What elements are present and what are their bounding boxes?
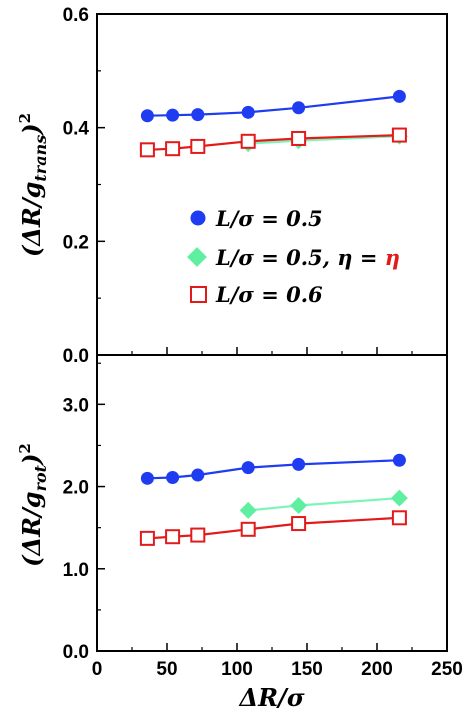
bottom-series-0-point-1 (166, 471, 180, 485)
bottom-series-2-line (147, 516, 400, 540)
legend-label-2-prefix: L/σ = 0.5, η = (215, 245, 385, 270)
top-series-2-point-5 (391, 127, 407, 143)
legend-marker-green-diamond (187, 247, 207, 267)
top-series-2-point-1 (165, 141, 181, 157)
bottom-y-axis-title: (ΔR/grot)2 (16, 443, 50, 567)
bottom-series-0-point-5 (392, 453, 406, 467)
top-y-axis-title: (ΔR/gtrans)2 (16, 113, 50, 257)
legend-marker-blue-circle (190, 210, 206, 226)
top-panel-ticks: 0.0 0.2 0.4 0.6 (63, 5, 448, 367)
top-ytick-label-0: 0.0 (63, 346, 89, 367)
legend-label-2: L/σ = 0.5, η = η (215, 245, 400, 270)
top-series-2-point-0 (139, 142, 155, 158)
bottom-series-2-point-3 (240, 521, 256, 537)
top-series-0-line (147, 95, 400, 117)
x-tick-label-1: 50 (156, 659, 177, 680)
bottom-series-1-line (248, 497, 400, 512)
bottom-series-1-point-1 (290, 496, 308, 514)
x-tick-label-0: 0 (92, 659, 103, 680)
top-series-2-point-4 (291, 130, 307, 146)
top-series-0-point-0 (140, 109, 154, 123)
top-series-0-point-4 (292, 101, 306, 115)
bottom-ytick-label-0: 0.0 (63, 642, 89, 663)
bottom-y-title-sup: 2 (16, 443, 34, 453)
x-axis-title: ΔR/σ (238, 683, 304, 712)
bottom-series-1-point-2 (390, 489, 408, 507)
top-series-0-point-1 (166, 108, 180, 122)
bottom-ytick-label-1: 1.0 (63, 560, 89, 581)
top-ytick-label-3: 0.6 (63, 5, 89, 26)
bottom-y-title-sub: rot (31, 464, 50, 491)
bottom-series-2-point-2 (190, 527, 206, 543)
x-tick-label-5: 250 (431, 659, 463, 680)
bottom-series-2-point-1 (165, 529, 181, 545)
bottom-panel-frame (96, 354, 448, 652)
legend-label-1: L/σ = 0.5 (215, 206, 323, 231)
bottom-series-2-point-4 (291, 516, 307, 532)
x-tick-label-3: 150 (291, 659, 323, 680)
top-y-title-sub: trans (31, 135, 50, 182)
bottom-series-2-point-5 (391, 510, 407, 526)
bottom-series-0-point-3 (241, 461, 255, 475)
legend-label-3: L/σ = 0.6 (215, 282, 323, 307)
bottom-series-2-point-0 (139, 530, 155, 546)
bottom-series-0-point-2 (191, 468, 205, 482)
legend-marker-red-square (190, 286, 207, 303)
bottom-series-0-point-0 (140, 471, 154, 485)
bottom-series-0-point-4 (292, 457, 306, 471)
bottom-panel-series (139, 453, 408, 546)
bottom-ytick-label-2: 2.0 (63, 478, 89, 499)
bottom-ytick-label-3: 3.0 (63, 395, 89, 416)
bottom-panel-ticks: 0.0 1.0 2.0 3.0 0 50 100 150 200 250 (63, 362, 463, 680)
x-tick-label-4: 200 (361, 659, 393, 680)
bottom-series-0-line (147, 459, 400, 480)
top-series-2-point-2 (190, 138, 206, 154)
top-y-title-sup: 2 (16, 113, 34, 123)
legend-label-2-eta: η (385, 245, 400, 270)
top-ytick-label-2: 0.4 (63, 119, 90, 140)
top-series-0-point-5 (392, 89, 406, 103)
top-y-title-main: (ΔR/g (17, 182, 46, 257)
top-ytick-label-1: 0.2 (63, 232, 89, 253)
top-y-title-close: ) (17, 123, 46, 135)
bottom-series-1-point-0 (239, 501, 257, 519)
bottom-y-title-main: (ΔR/g (17, 491, 46, 566)
bottom-y-title-close: ) (17, 454, 46, 466)
x-tick-label-2: 100 (221, 659, 253, 680)
legend: L/σ = 0.5 L/σ = 0.5, η = η L/σ = 0.6 (187, 206, 400, 307)
top-series-0-point-3 (241, 105, 255, 119)
top-series-0-point-2 (191, 108, 205, 122)
top-series-2-point-3 (240, 133, 256, 149)
top-panel-series (139, 89, 408, 158)
